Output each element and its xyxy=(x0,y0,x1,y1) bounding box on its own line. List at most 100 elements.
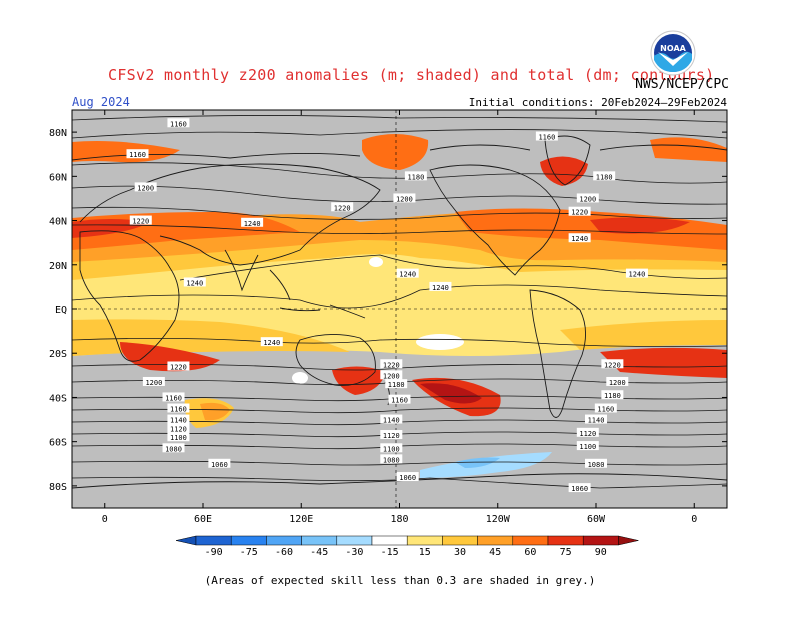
colorbar-swatch xyxy=(406,535,443,546)
contour-label: 1060 xyxy=(399,474,416,482)
contour-label-bg xyxy=(625,268,648,278)
contour-label: 1180 xyxy=(388,381,405,389)
colorbar-level-label: 45 xyxy=(489,547,501,558)
contour-label: 1120 xyxy=(170,425,187,433)
contour-label-bg xyxy=(404,171,427,181)
colorbar-swatch xyxy=(582,535,619,546)
contour-label-bg xyxy=(142,376,165,386)
neutral-patch-west-pacific xyxy=(369,257,383,267)
lon-tick-label: 60W xyxy=(587,514,606,525)
contour-label-bg xyxy=(380,430,403,440)
contour-label: 1140 xyxy=(170,417,187,425)
contour-label: 1100 xyxy=(383,445,400,453)
contour-label-bg xyxy=(585,414,607,424)
contour-label: 1160 xyxy=(170,406,187,414)
contour-label-bg xyxy=(162,443,185,453)
lat-tick-label: 40N xyxy=(49,217,67,228)
contour-label-bg xyxy=(593,171,616,181)
contour-label: 1220 xyxy=(132,218,149,226)
contour-label: 1220 xyxy=(383,361,400,369)
contour-label: 1180 xyxy=(596,173,613,181)
contour-label: 1120 xyxy=(383,432,400,440)
contour-label: 1220 xyxy=(604,361,621,369)
valid-month-label: Aug 2024 xyxy=(72,95,130,109)
lon-tick-label: 60E xyxy=(194,514,212,525)
contour-label: 1120 xyxy=(579,430,596,438)
lat-tick-label: 40S xyxy=(49,393,67,404)
contour-label-bg xyxy=(576,427,599,437)
coastlines xyxy=(72,135,727,489)
neutral-patch-pacific xyxy=(416,334,464,350)
colorbar-level-label: 30 xyxy=(454,547,466,558)
lat-tick-label: 20S xyxy=(49,349,67,360)
contour-label: 1240 xyxy=(399,271,416,279)
contour-label: 1180 xyxy=(407,173,424,181)
contour-label-bg xyxy=(167,414,190,424)
contour-label-bg xyxy=(576,193,599,203)
contour-label: 1220 xyxy=(334,204,351,212)
contour-label: 1060 xyxy=(211,461,228,469)
colorbar-level-label: 60 xyxy=(524,547,536,558)
contour-label: 1140 xyxy=(383,417,400,425)
contour-label-bg xyxy=(208,458,231,468)
colorbar-level-label: -90 xyxy=(205,547,223,558)
contour-label-bg xyxy=(576,441,599,451)
colorbar-swatch xyxy=(477,535,514,546)
contour-label-bg xyxy=(568,233,591,243)
contour-label: 1200 xyxy=(137,184,154,192)
colorbar-swatch xyxy=(230,535,267,546)
contour-label-bg xyxy=(585,458,607,468)
contour-label: 1140 xyxy=(588,417,605,425)
colorbar-swatch xyxy=(195,535,232,546)
contour-label-bg xyxy=(396,268,419,278)
contour-label-bg xyxy=(167,432,190,442)
contour-label-bg xyxy=(126,149,149,159)
contour-label: 1240 xyxy=(629,271,646,279)
contour-label: 1200 xyxy=(396,195,413,203)
contour-label-bg xyxy=(129,215,152,225)
anomaly-south-indian-blob-inner xyxy=(200,402,230,421)
contour-label-bg xyxy=(568,483,591,493)
colorbar-level-label: 15 xyxy=(419,547,431,558)
contour-label: 1160 xyxy=(597,406,614,414)
contour-label-bg xyxy=(162,392,185,402)
contour-label-bg xyxy=(388,394,411,404)
contour-label: 1160 xyxy=(170,120,187,128)
contour-label-bg xyxy=(429,281,452,291)
contour-label-bg xyxy=(260,337,283,347)
lat-tick-label: 60S xyxy=(49,438,67,449)
colorbar-level-label: -60 xyxy=(275,547,293,558)
contour-label: 1220 xyxy=(571,209,588,217)
lon-tick-label: 120E xyxy=(289,514,313,525)
contour-label: 1200 xyxy=(383,372,400,380)
contour-label-bg xyxy=(380,414,403,424)
contour-label: 1080 xyxy=(383,456,400,464)
colorbar-swatch xyxy=(301,535,338,546)
lat-tick-label: 20N xyxy=(49,261,67,272)
contour-label: 1240 xyxy=(244,220,261,228)
contour-label: 1160 xyxy=(129,151,146,159)
colorbar-level-label: 75 xyxy=(560,547,572,558)
contour-label-bg xyxy=(393,193,416,203)
logo-text: NOAA xyxy=(660,44,686,53)
contour-label: 1100 xyxy=(170,434,187,442)
anomaly-arctic-central xyxy=(362,134,429,170)
contour-label-bg xyxy=(385,379,408,389)
colorbar-swatch xyxy=(266,535,302,546)
contour-label-bg xyxy=(568,206,591,216)
contour-label: 1200 xyxy=(579,195,596,203)
lon-tick-label: 120W xyxy=(486,514,511,525)
contour-label: 1080 xyxy=(165,445,182,453)
colorbar-swatch xyxy=(547,535,584,546)
contour-label-bg xyxy=(183,277,206,287)
contour-label: 1240 xyxy=(186,279,203,287)
lon-tick-label: 0 xyxy=(691,514,697,525)
colorbar: -90 -75 -60 -45 -30 -15 15 30 45 60 75 90 xyxy=(175,535,639,558)
contour-label-bg xyxy=(535,131,558,141)
lat-tick-label: 80N xyxy=(49,128,67,139)
contour-label: 1160 xyxy=(538,134,555,142)
contour-label: 1160 xyxy=(391,397,408,405)
contour-label-bg xyxy=(606,376,629,386)
